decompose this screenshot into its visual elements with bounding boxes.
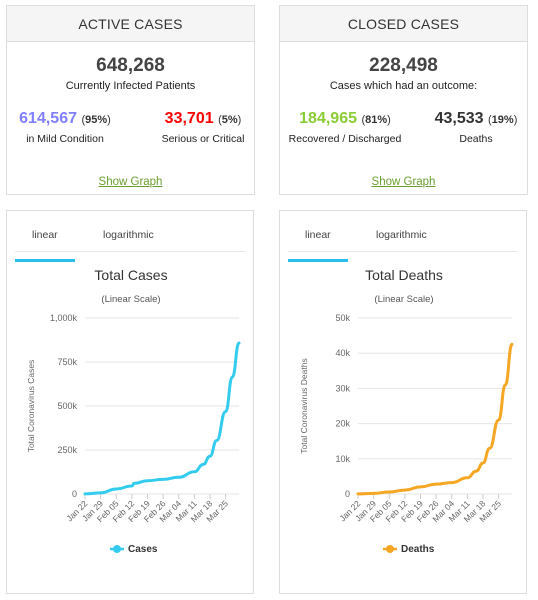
serious-percent: (5%) (218, 114, 242, 126)
closed-cases-title: CLOSED CASES (280, 6, 527, 42)
active-cases-panel: ACTIVE CASES 648,268 Currently Infected … (6, 5, 255, 195)
y-tick-label: 40k (335, 348, 350, 358)
y-tick-label: 20k (335, 419, 350, 429)
cases-chart-panel: linear logarithmic Total Cases (Linear Sc… (6, 210, 254, 594)
chart-subtitle: (Linear Scale) (374, 294, 433, 305)
y-tick-label: 1,000k (50, 313, 78, 323)
mild-count: 614,567 (19, 110, 77, 127)
mild-percent: (95%) (81, 114, 111, 126)
deaths-chart: Total Deaths (Linear Scale) Total Coronavi… (299, 267, 514, 555)
closed-cases-label: Cases which had an outcome: (329, 80, 478, 92)
serious-percent-value: 5% (221, 114, 238, 126)
active-show-graph: Show Graph (7, 176, 254, 188)
series-line-cases (83, 341, 241, 496)
recovered-percent: (81%) (361, 114, 391, 126)
chart-title: Total Deaths (365, 267, 443, 283)
y-tick-label: 0 (345, 489, 350, 499)
serious-label: Serious or Critical (161, 133, 245, 145)
tab-logarithmic[interactable]: logarithmic (376, 229, 427, 241)
y-tick-label: 30k (335, 383, 350, 393)
recovered-count: 184,965 (299, 110, 357, 127)
tab-active-indicator (15, 259, 75, 262)
closed-show-graph: Show Graph (280, 176, 527, 188)
y-tick-label: 500k (57, 401, 77, 411)
y-axis-label: Total Coronavirus Deaths (299, 358, 309, 453)
cases-chart: Total Cases (Linear Scale) Total Coronavir… (26, 267, 241, 555)
tab-logarithmic[interactable]: logarithmic (103, 229, 154, 241)
chart-legend[interactable]: Cases (110, 544, 158, 555)
deaths-label: Deaths (459, 133, 493, 145)
chart-subtitle: (Linear Scale) (101, 294, 160, 305)
closed-cases-total: 228,498 (369, 55, 438, 76)
recovered-label: Recovered / Discharged (288, 133, 402, 145)
recovered-percent-value: 81% (365, 114, 388, 126)
legend-label: Cases (128, 544, 158, 555)
mild-percent-value: 95% (85, 114, 108, 126)
tab-active-indicator (288, 259, 348, 262)
chart-title: Total Cases (94, 267, 167, 283)
active-cases-title: ACTIVE CASES (7, 6, 254, 42)
active-cases-total: 648,268 (96, 55, 165, 76)
mild-condition-stat: 614,567 (95%) in Mild Condition (15, 110, 115, 145)
deaths-scale-tabs: linear logarithmic (288, 223, 518, 262)
tab-linear[interactable]: linear (32, 229, 58, 241)
legend-swatch-dot (386, 545, 394, 553)
deaths-percent-value: 19% (491, 114, 514, 126)
y-tick-label: 0 (72, 489, 77, 499)
deaths-chart-panel: linear logarithmic Total Deaths (Linear S… (279, 210, 527, 594)
y-tick-label: 250k (57, 445, 77, 455)
serious-count: 33,701 (164, 110, 214, 127)
y-tick-label: 50k (335, 313, 350, 323)
mild-label: in Mild Condition (26, 133, 104, 145)
series-line-deaths (356, 342, 514, 496)
y-tick-label: 750k (57, 357, 77, 367)
chart-legend[interactable]: Deaths (383, 544, 435, 555)
active-cases-label: Currently Infected Patients (65, 80, 196, 92)
legend-swatch-dot (113, 545, 121, 553)
deaths-percent: (19%) (488, 114, 518, 126)
closed-cases-panel: CLOSED CASES 228,498 Cases which had an … (279, 5, 528, 195)
y-axis-label: Total Coronavirus Cases (26, 360, 36, 453)
deaths-stat: 43,533 (19%) Deaths (426, 110, 526, 145)
y-tick-label: 10k (335, 454, 350, 464)
serious-condition-stat: 33,701 (5%) Serious or Critical (153, 110, 253, 145)
active-show-graph-link[interactable]: Show Graph (98, 176, 163, 188)
deaths-count: 43,533 (434, 110, 484, 127)
tab-linear[interactable]: linear (305, 229, 331, 241)
cases-scale-tabs: linear logarithmic (15, 223, 245, 262)
legend-label: Deaths (401, 544, 435, 555)
recovered-stat: 184,965 (81%) Recovered / Discharged (286, 110, 404, 145)
closed-show-graph-link[interactable]: Show Graph (371, 176, 436, 188)
